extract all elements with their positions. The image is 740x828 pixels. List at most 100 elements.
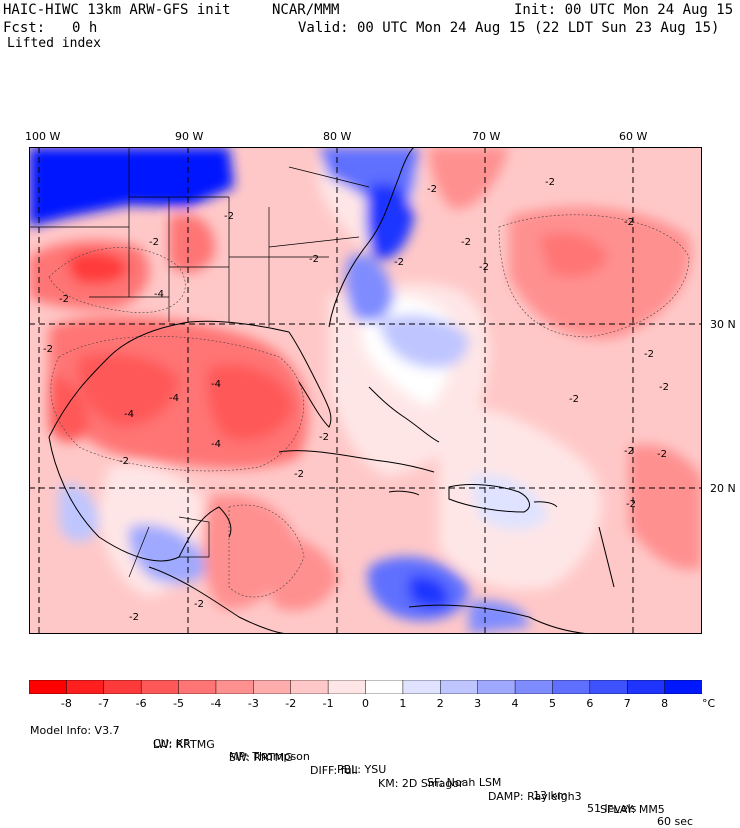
contour-label: -2: [624, 446, 634, 457]
color-scale-swatch: [552, 680, 591, 694]
contour-label: -2: [545, 177, 555, 188]
contour-label: -2: [59, 294, 69, 305]
hispaniola: [448, 484, 530, 513]
lifted-index-map: -2 -2 -2 -4 -2 -2 -2 -2 -2 -2 -2 -2 -2 -…: [29, 147, 702, 634]
color-scale-tick: 7: [623, 697, 631, 710]
color-scale-tick: -3: [247, 697, 259, 710]
color-scale-tick: 5: [548, 697, 556, 710]
contour-label: -2: [43, 344, 53, 355]
color-scale-swatch: [514, 680, 554, 694]
bahamas: [368, 386, 440, 443]
info-sflay: SFLAY: MM5: [600, 803, 665, 816]
lesser-antilles: [598, 526, 615, 588]
contour-label-group: -2 -2 -2 -4 -2 -2 -2 -2 -2 -2 -2 -2 -2 -…: [43, 177, 669, 623]
forecast-hour: 0 h: [72, 20, 98, 36]
info-km: KM: 2D Smagor: [378, 777, 464, 790]
contour-label: -2: [461, 237, 471, 248]
map-canvas: -2 -2 -2 -4 -2 -2 -2 -2 -2 -2 -2 -2 -2 -…: [29, 147, 702, 634]
graticule: [29, 147, 702, 634]
color-scale-tick: -7: [98, 697, 110, 710]
lon-label-60w: 60 W: [619, 130, 648, 143]
color-scale-tick: 4: [511, 697, 519, 710]
color-scale-tick: 6: [586, 697, 594, 710]
contour-label: -2: [224, 211, 234, 222]
contour-label: -2: [479, 262, 489, 273]
color-scale-swatch: [626, 680, 666, 694]
florida: [288, 331, 332, 428]
contour-label: -4: [169, 393, 179, 404]
color-scale-swatch: [103, 680, 142, 694]
color-scale-tick: 0: [362, 697, 369, 710]
cuba: [278, 450, 435, 473]
color-scale-bar: [29, 680, 702, 694]
contour-label: -2: [119, 456, 129, 467]
color-scale-swatch: [327, 680, 367, 694]
contour-label: -2: [427, 184, 437, 195]
color-scale-tick: 8: [661, 697, 669, 710]
contour-label: -2: [194, 599, 204, 610]
color-scale-tick: 3: [474, 697, 482, 710]
color-scale-tick: -5: [173, 697, 185, 710]
info-version: Model Info: V3.7: [30, 724, 120, 737]
model-info-line2: LW: RRTMG SW: RRTMG DIFF: full KM: 2D Sm…: [30, 725, 665, 816]
contour-label: -2: [319, 432, 329, 443]
contour-label: -2: [644, 349, 654, 360]
color-scale-tick: -4: [210, 697, 222, 710]
puerto-rico: [533, 501, 558, 508]
color-scale-swatch: [589, 680, 628, 694]
contour-label: -2: [149, 237, 159, 248]
contour-label: -2: [309, 254, 319, 265]
contour-label: -2: [394, 257, 404, 268]
color-scale-tick: -2: [285, 697, 297, 710]
color-scale-tick: 2: [436, 697, 444, 710]
color-scale-swatch: [178, 680, 217, 694]
contour-label: -2: [626, 499, 636, 510]
lon-label-90w: 90 W: [175, 130, 204, 143]
init-time: Init: 00 UTC Mon 24 Aug 15: [514, 2, 734, 18]
gulf-coast: [48, 320, 290, 438]
contour-label: -4: [154, 289, 164, 300]
model-title: HAIC-HIWC 13km ARW-GFS init: [3, 2, 231, 18]
color-scale-tick: -8: [60, 697, 72, 710]
color-scale-unit: °C: [702, 697, 716, 710]
contour-label: -2: [294, 469, 304, 480]
contour-label: -2: [659, 382, 669, 393]
info-sw: SW: RRTMG: [229, 751, 293, 764]
contour-label: -2: [569, 394, 579, 405]
color-scale-tick: 1: [399, 697, 407, 710]
color-scale-swatch: [66, 680, 105, 694]
mexico-coast: [48, 436, 232, 562]
color-scale-swatch: [440, 680, 479, 694]
color-scale-swatch: [365, 680, 404, 694]
color-scale-swatch: [290, 680, 329, 694]
color-scale-swatch: [477, 680, 516, 694]
color-scale-swatch: [215, 680, 255, 694]
lon-label-80w: 80 W: [323, 130, 352, 143]
contour-label: -4: [124, 409, 134, 420]
lat-label-30n: 30 N: [710, 318, 736, 331]
lon-label-70w: 70 W: [472, 130, 501, 143]
color-scale-swatch: [664, 680, 702, 694]
contour-label: -4: [211, 439, 221, 450]
contour-label: -2: [657, 449, 667, 460]
central-america: [148, 566, 290, 634]
jamaica: [388, 490, 420, 496]
color-scale-tick: -6: [135, 697, 147, 710]
south-america-coast: [408, 604, 590, 634]
contour-lines: [48, 214, 690, 598]
east-coast: [328, 147, 415, 328]
coastlines: [48, 147, 615, 634]
info-timestep: 60 sec: [657, 815, 694, 828]
color-scale-tick: -1: [322, 697, 334, 710]
lon-label-100w: 100 W: [25, 130, 61, 143]
forecast-label: Fcst:: [3, 20, 46, 36]
organization: NCAR/MMM: [272, 2, 340, 18]
contour-label: -2: [129, 612, 139, 623]
color-scale-swatch: [253, 680, 292, 694]
contour-label: -4: [211, 379, 221, 390]
field-name: Lifted index: [7, 36, 101, 51]
map-frame: [29, 147, 702, 634]
info-damp: DAMP: Rayleigh3: [488, 790, 582, 803]
state-borders: [29, 147, 370, 578]
lat-label-20n: 20 N: [710, 482, 736, 495]
